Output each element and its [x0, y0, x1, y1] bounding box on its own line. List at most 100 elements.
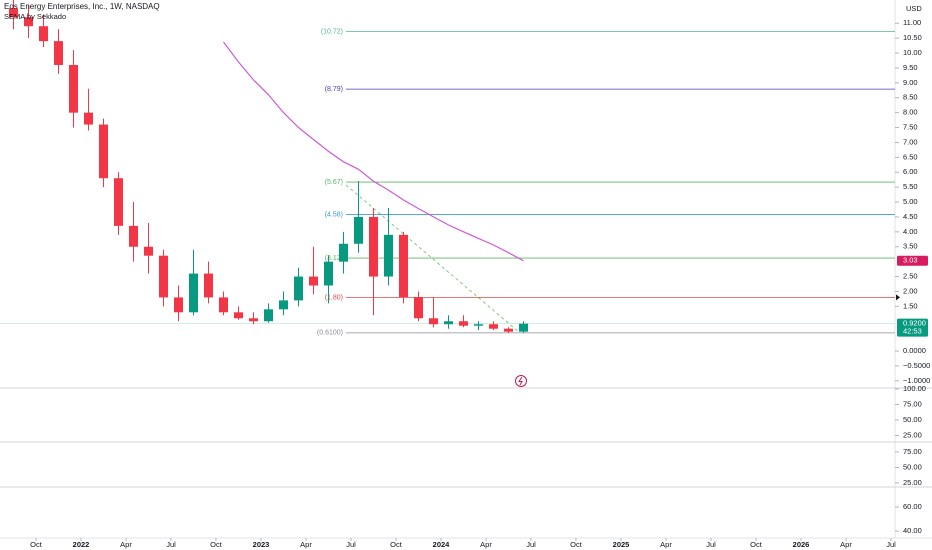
x-tick-label: 2022 [73, 540, 90, 549]
x-tick-label: Jul [886, 540, 896, 549]
candle-body [159, 255, 168, 298]
x-tick-label: Apr [840, 540, 852, 549]
y-tick-label: 8.00 [903, 108, 918, 117]
y-tick-label: 75.00 [903, 447, 922, 456]
y-tick-label: 5.50 [903, 182, 918, 191]
fib-level-label: (3.12) [325, 255, 343, 262]
x-tick-label: Oct [210, 540, 223, 549]
x-tick-label: 2024 [433, 540, 451, 549]
x-tick-label: 2023 [253, 540, 270, 549]
y-tick-label: 0.0000 [903, 346, 926, 355]
y-tick-label: 10.00 [903, 48, 922, 57]
candle-body [249, 318, 258, 322]
y-tick-label: 2.50 [903, 272, 918, 281]
y-tick-label: 1.50 [903, 301, 918, 310]
x-tick-label: Oct [30, 540, 43, 549]
trend-line [345, 184, 521, 334]
y-tick-label: 100.00 [903, 384, 926, 393]
y-tick-label: 25.00 [903, 430, 922, 439]
candle-body [279, 300, 288, 310]
x-tick-label: Apr [480, 540, 492, 549]
symbol-title: Eos Energy Enterprises, Inc., 1W, NASDAQ [4, 2, 160, 11]
candle-body [264, 309, 273, 322]
y-tick-label: 3.50 [903, 242, 918, 251]
y-tick-label: 8.50 [903, 93, 918, 102]
y-tick-label: 7.00 [903, 137, 918, 146]
candle-body [519, 323, 528, 332]
candle-body [354, 216, 363, 244]
x-tick-label: Apr [300, 540, 312, 549]
candle-body [474, 324, 483, 326]
x-tick-label: Apr [660, 540, 672, 549]
candle-body [99, 124, 108, 179]
x-tick-label: Oct [750, 540, 763, 549]
fib-level-label: (1.80) [325, 294, 343, 301]
candle-body [444, 321, 453, 325]
candle-body [324, 261, 333, 286]
y-tick-label: 10.50 [903, 33, 922, 42]
y-tick-label: 75.00 [903, 399, 922, 408]
y-tick-label: 9.50 [903, 63, 918, 72]
level-arrow [896, 294, 900, 301]
y-tick-label: 4.50 [903, 212, 918, 221]
y-tick-label: 50.00 [903, 415, 922, 424]
candle-body [339, 243, 348, 262]
candle-body [294, 276, 303, 301]
candle-body [369, 216, 378, 277]
candle-body [174, 297, 183, 313]
sema-line [223, 41, 524, 262]
candle-body [9, 8, 18, 18]
candle-body [459, 321, 468, 326]
x-tick-label: 2025 [613, 540, 630, 549]
indicator-label: SEMA by Sekkado [4, 12, 66, 21]
y-tick-label: 4.00 [903, 227, 918, 236]
candle-body [429, 318, 438, 325]
y-tick-label: 25.00 [903, 478, 922, 487]
candle-body [414, 297, 423, 319]
y-tick-label: 7.50 [903, 123, 918, 132]
candle-body [219, 297, 228, 313]
candle-body [144, 246, 153, 256]
candle-body [129, 225, 138, 247]
price-badge [897, 318, 928, 337]
price-badge-label: 0.9200 [903, 319, 926, 328]
x-tick-label: Jul [706, 540, 716, 549]
y-tick-label: 6.50 [903, 152, 918, 161]
candle-body [84, 112, 93, 125]
fib-level-label: (8.79) [325, 86, 343, 93]
x-tick-label: Jul [166, 540, 176, 549]
alert-icon-bolt [518, 376, 523, 386]
candle-body [39, 26, 48, 42]
y-tick-label: 40.00 [903, 526, 922, 535]
y-tick-label: 5.00 [903, 197, 918, 206]
fib-level-label: (4.58) [325, 211, 343, 218]
y-tick-label: 60.00 [903, 502, 922, 511]
price-badge [897, 255, 928, 266]
candle-body [309, 276, 318, 286]
y-tick-label: 50.00 [903, 462, 922, 471]
candle-body [489, 324, 498, 329]
y-tick-label: 11.00 [903, 18, 921, 27]
fib-level-label: (0.6100) [317, 330, 343, 337]
x-tick-label: Oct [570, 540, 583, 549]
x-tick-label: Jul [526, 540, 536, 549]
candle-body [54, 41, 63, 65]
currency-label: USD [906, 4, 922, 13]
y-tick-label: 9.00 [903, 78, 918, 87]
price-badge-label: 3.03 [903, 256, 918, 265]
x-tick-label: Oct [390, 540, 403, 549]
candle-body [24, 17, 33, 27]
candle-body [234, 312, 243, 319]
y-tick-label: −0.5000 [903, 361, 930, 370]
x-tick-label: 2026 [793, 540, 810, 549]
candle-body [399, 234, 408, 298]
candle-body [189, 273, 198, 313]
x-tick-label: Apr [120, 540, 132, 549]
fib-level-label: (5.67) [325, 179, 343, 186]
y-tick-label: −1.0000 [903, 376, 930, 385]
candle-body [69, 64, 78, 113]
candle-body [504, 328, 513, 332]
x-tick-label: Jul [346, 540, 356, 549]
